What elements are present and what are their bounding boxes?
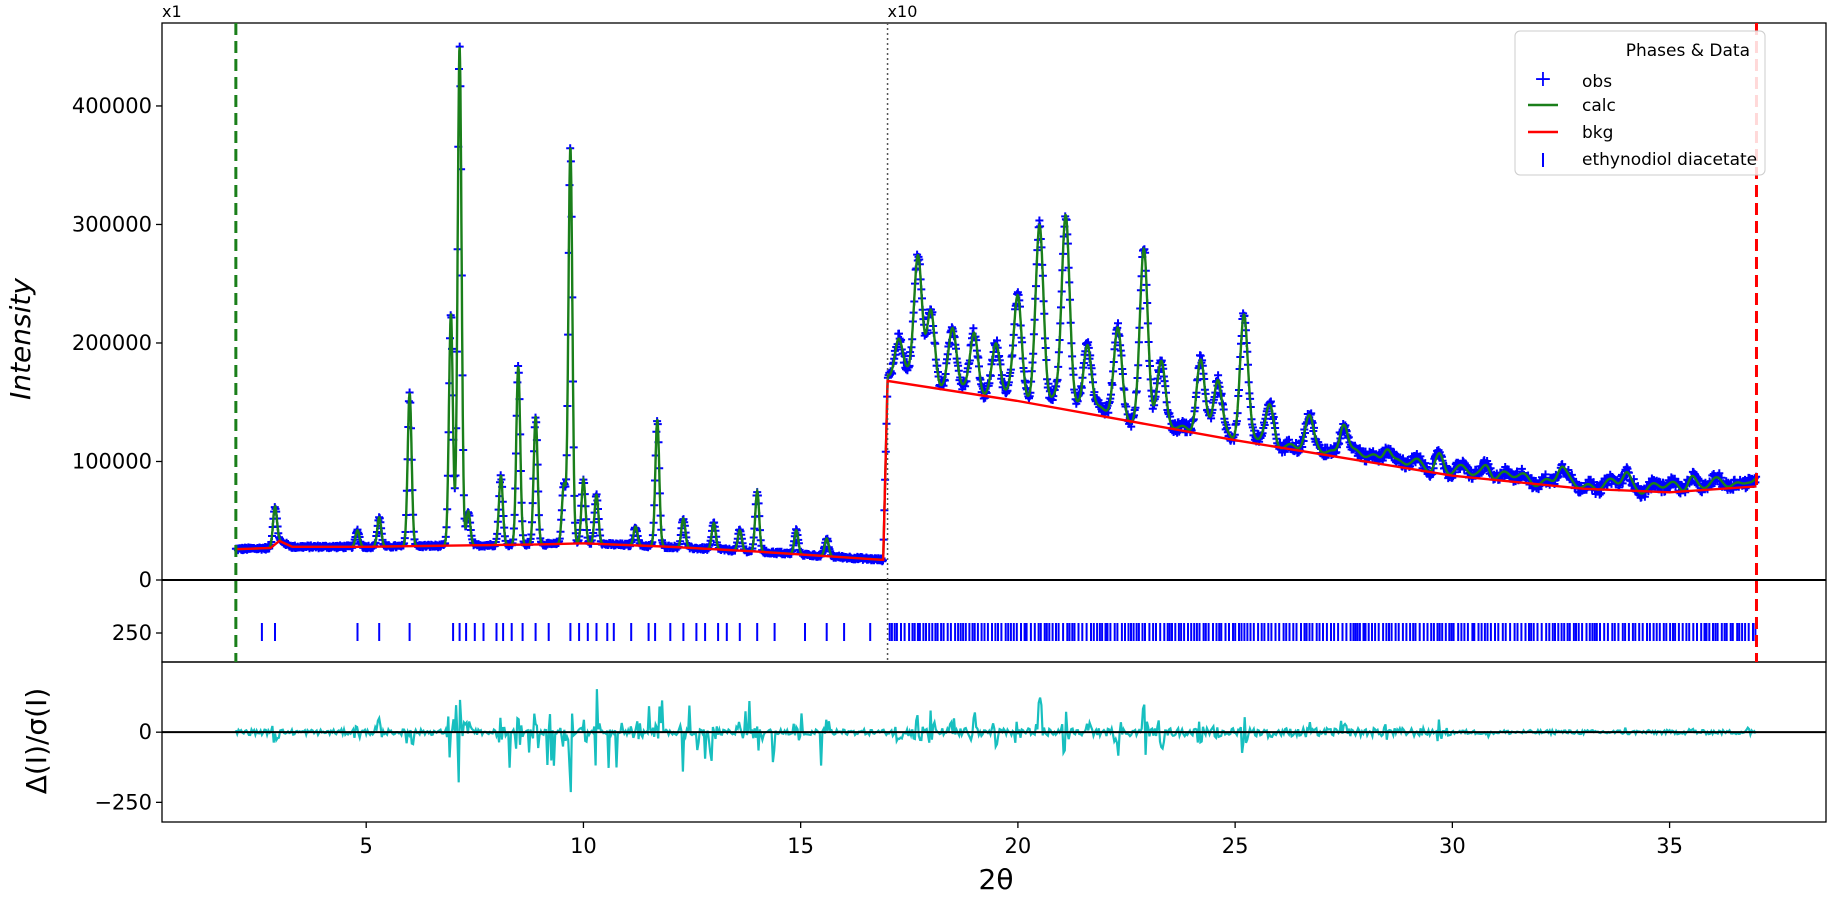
x-tick-label: 5 (360, 834, 373, 858)
axes: x1 x10 5 10 15 20 25 30 35 0 100000 200000 300000 400… (72, 2, 1827, 858)
y-tick-label: 0 (139, 568, 152, 592)
reflection-ticks-panel (260, 623, 1757, 641)
scale-marker-label: x1 (162, 2, 182, 21)
legend: Phases & Data + obs calc bkg ethynodiol … (1514, 30, 1766, 176)
legend-frame (1514, 30, 1766, 176)
y-tick-label: 300000 (72, 212, 152, 236)
reflection-ticks (260, 623, 1757, 641)
bottom-axes-frame (161, 661, 1827, 823)
x-axis-title: 2θ (979, 863, 1014, 896)
y-tick-label: 100000 (72, 449, 152, 473)
tick-band-label: 250 (112, 621, 152, 645)
difference-line (234, 689, 1757, 793)
y-tick-label: 400000 (72, 94, 152, 118)
difference-axis-title: Δ(I)/σ(I) (20, 688, 53, 795)
x-tick-label: 10 (570, 834, 597, 858)
legend-label-calc: calc (1582, 96, 1616, 116)
legend-label-obs: obs (1582, 72, 1612, 92)
x-tick-label: 20 (1005, 834, 1032, 858)
plus-marker-icon: + (1534, 67, 1552, 92)
intensity-panel (162, 42, 1826, 581)
bkg-line (235, 379, 1757, 562)
y-tick-label: 200000 (72, 331, 152, 355)
scale-marker-label: x10 (888, 2, 918, 21)
y-axis-title: Intensity (4, 278, 37, 400)
x-tick-label: 35 (1656, 834, 1683, 858)
x-tick-label: 30 (1439, 834, 1466, 858)
legend-entry-calc: calc (1528, 96, 1616, 116)
legend-entry-phase: ethynodiol diacetate (1542, 150, 1757, 170)
legend-entry-bkg: bkg (1528, 123, 1613, 143)
x-tick-label: 15 (787, 834, 814, 858)
legend-label-phase: ethynodiol diacetate (1582, 150, 1757, 170)
legend-label-bkg: bkg (1582, 123, 1613, 143)
legend-entry-obs: + obs (1534, 67, 1612, 92)
x-tick-label: 25 (1222, 834, 1249, 858)
legend-title: Phases & Data (1626, 41, 1750, 61)
difference-tick-label: 0 (139, 720, 152, 744)
difference-panel (162, 689, 1826, 793)
difference-tick-label: −250 (94, 790, 152, 814)
